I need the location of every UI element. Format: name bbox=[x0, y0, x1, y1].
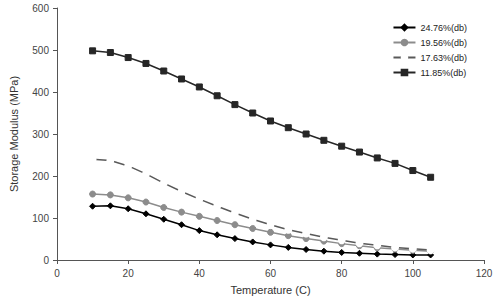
svg-text:20: 20 bbox=[123, 268, 135, 279]
svg-text:17.63%(db): 17.63%(db) bbox=[420, 53, 467, 63]
svg-text:0: 0 bbox=[54, 268, 60, 279]
svg-text:11.85%(db): 11.85%(db) bbox=[420, 68, 466, 78]
svg-text:100: 100 bbox=[404, 268, 421, 279]
svg-text:120: 120 bbox=[476, 268, 493, 279]
svg-text:60: 60 bbox=[265, 268, 277, 279]
svg-text:500: 500 bbox=[32, 45, 49, 56]
svg-text:200: 200 bbox=[32, 171, 49, 182]
svg-text:0: 0 bbox=[43, 255, 49, 266]
svg-text:100: 100 bbox=[32, 213, 49, 224]
svg-text:24.76%(db): 24.76%(db) bbox=[420, 23, 467, 33]
svg-text:80: 80 bbox=[336, 268, 348, 279]
svg-text:Temperature (C): Temperature (C) bbox=[230, 284, 310, 296]
svg-text:600: 600 bbox=[32, 3, 49, 14]
svg-text:Storage Modulus (MPa): Storage Modulus (MPa) bbox=[8, 76, 20, 192]
svg-text:300: 300 bbox=[32, 129, 49, 140]
svg-text:40: 40 bbox=[194, 268, 206, 279]
svg-text:400: 400 bbox=[32, 87, 49, 98]
svg-text:19.56%(db): 19.56%(db) bbox=[420, 38, 467, 48]
